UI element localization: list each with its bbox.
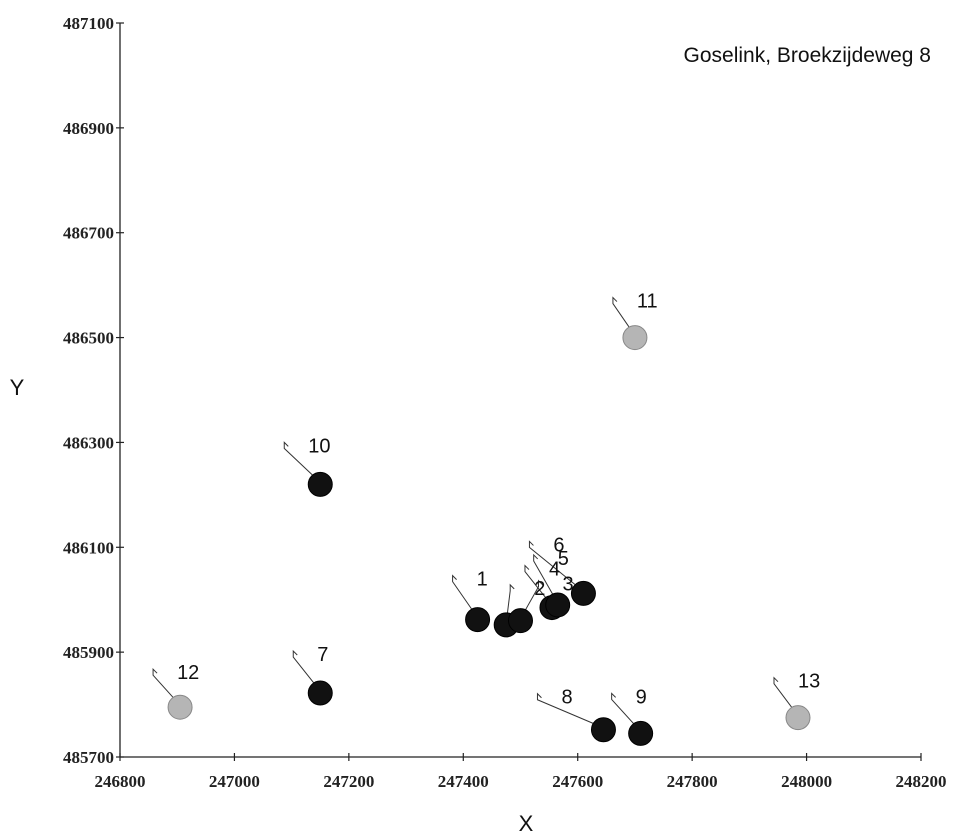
point-label-12: 12: [177, 662, 199, 684]
label-leader-12: [152, 667, 181, 706]
point-12: [167, 694, 193, 720]
x-tick-label: 248000: [781, 772, 832, 791]
point-label-10: 10: [308, 435, 330, 457]
label-leader-5: [533, 553, 559, 604]
x-tick-label: 246800: [95, 772, 146, 791]
x-tick-label: 247600: [552, 772, 603, 791]
label-leaders: [152, 296, 799, 732]
y-tick-label: 486900: [63, 119, 114, 138]
y-tick-label: 485700: [63, 748, 114, 767]
point-label-13: 13: [798, 671, 820, 693]
point-label-8: 8: [561, 687, 572, 709]
label-leader-10: [283, 441, 321, 483]
label-leader-7: [292, 649, 321, 692]
point-7: [307, 680, 333, 706]
x-tick-label: 247200: [323, 772, 374, 791]
point-label-3: 3: [563, 574, 574, 596]
chart-title: Goselink, Broekzijdeweg 8: [684, 44, 931, 67]
point-label-6: 6: [553, 534, 564, 556]
x-tick-label: 247000: [209, 772, 260, 791]
point-10: [307, 471, 333, 497]
axes: 4871004869004867004865004863004861004859…: [63, 14, 947, 791]
label-leader-3: [520, 579, 543, 619]
label-leader-11: [612, 296, 636, 336]
point-label-2: 2: [534, 578, 545, 600]
point-label-5: 5: [558, 548, 569, 570]
label-leader-9: [611, 692, 642, 732]
point-3: [508, 608, 533, 634]
point-label-11: 11: [637, 291, 658, 313]
point-1: [465, 607, 491, 633]
y-axis-title: Y: [10, 375, 25, 400]
y-tick-label: 485900: [63, 643, 114, 662]
y-tick-label: 486700: [63, 224, 114, 243]
point-9: [628, 720, 654, 746]
point-11: [622, 325, 648, 351]
x-tick-label: 247400: [438, 772, 489, 791]
label-leader-2: [505, 583, 515, 623]
point-label-1: 1: [477, 569, 488, 591]
point-5: [545, 592, 571, 618]
point-label-4: 4: [549, 559, 560, 581]
x-tick-label: 247800: [667, 772, 718, 791]
data-points: [167, 325, 811, 746]
y-tick-label: 486100: [63, 538, 114, 557]
point-label-7: 7: [317, 644, 328, 666]
y-tick-label: 487100: [63, 14, 114, 33]
label-leader-1: [452, 574, 478, 618]
y-tick-label: 486300: [63, 433, 114, 452]
x-tick-label: 248200: [896, 772, 947, 791]
label-leader-6: [528, 540, 584, 592]
x-axis-title: X: [519, 811, 534, 836]
y-tick-label: 486500: [63, 329, 114, 348]
point-13: [785, 705, 811, 731]
point-8: [590, 717, 616, 743]
label-leader-13: [773, 676, 799, 716]
label-leader-8: [536, 692, 604, 729]
point-6: [570, 580, 596, 606]
point-label-9: 9: [636, 686, 647, 708]
label-leader-4: [524, 564, 553, 606]
